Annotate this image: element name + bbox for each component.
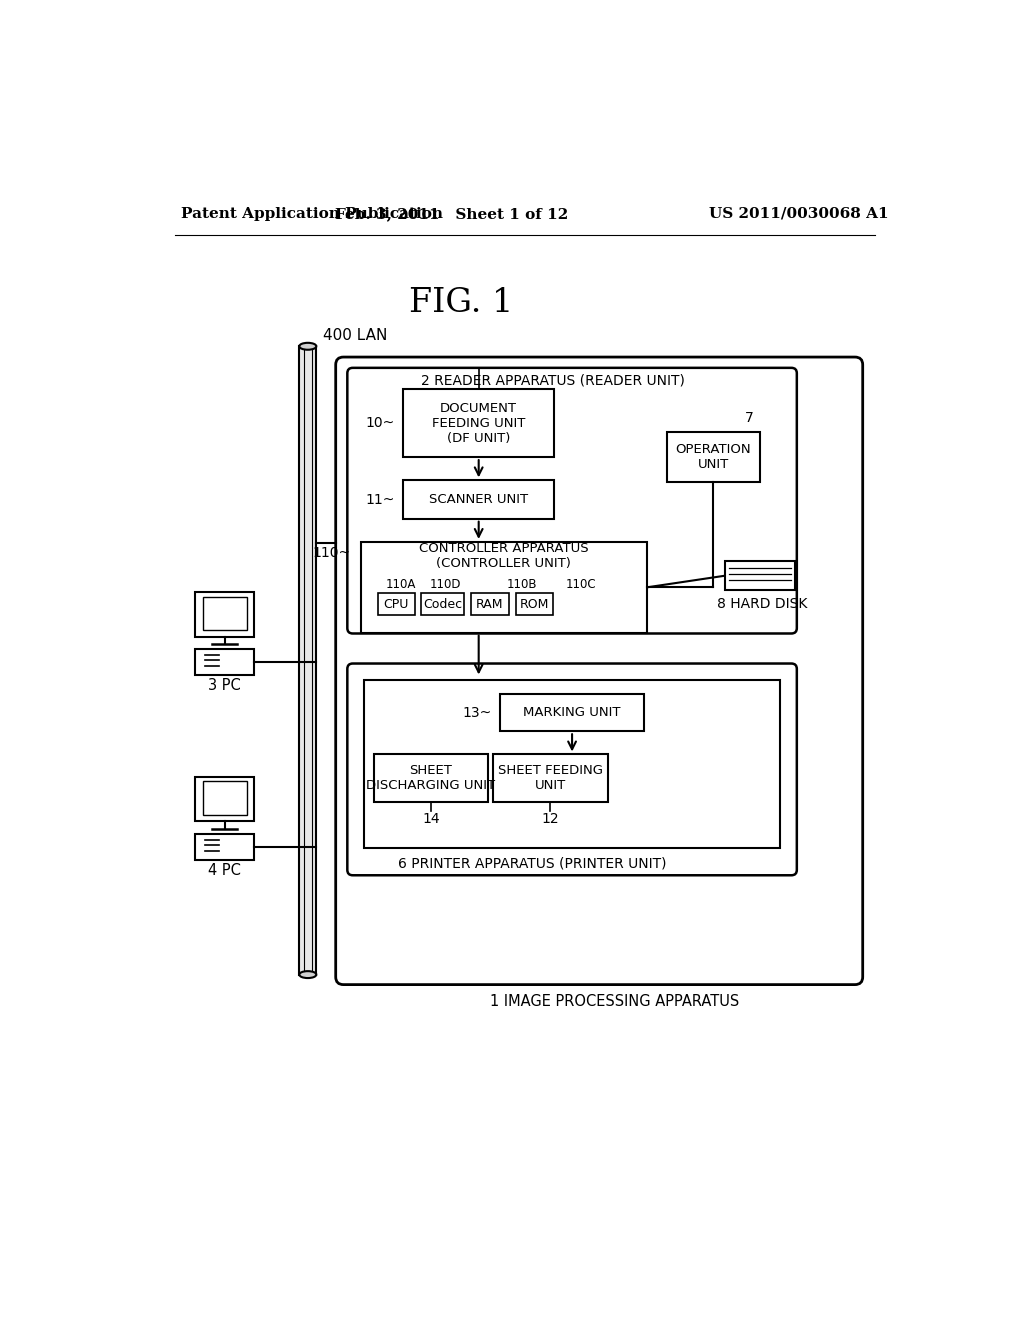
Text: 4 PC: 4 PC — [209, 863, 242, 878]
Bar — [203, 781, 247, 816]
Text: 1 IMAGE PROCESSING APPARATUS: 1 IMAGE PROCESSING APPARATUS — [490, 994, 739, 1008]
Text: 110D: 110D — [430, 578, 462, 591]
FancyBboxPatch shape — [347, 368, 797, 634]
Bar — [196, 591, 254, 636]
Ellipse shape — [299, 972, 316, 978]
Bar — [471, 594, 509, 615]
Text: 14: 14 — [422, 812, 440, 826]
Text: ROM: ROM — [519, 598, 549, 611]
Bar — [378, 594, 415, 615]
Text: 110C: 110C — [566, 578, 597, 591]
Text: SHEET
DISCHARGING UNIT: SHEET DISCHARGING UNIT — [367, 764, 496, 792]
Ellipse shape — [299, 343, 316, 350]
Text: DOCUMENT
FEEDING UNIT
(DF UNIT): DOCUMENT FEEDING UNIT (DF UNIT) — [432, 401, 525, 445]
Text: 7: 7 — [744, 411, 754, 425]
Text: CPU: CPU — [383, 598, 409, 611]
Bar — [725, 561, 795, 590]
Bar — [360, 543, 647, 632]
Text: OPERATION
UNIT: OPERATION UNIT — [675, 442, 751, 471]
Text: 2 READER APPARATUS (READER UNIT): 2 READER APPARATUS (READER UNIT) — [421, 374, 685, 388]
Text: CONTROLLER APPARATUS
(CONTROLLER UNIT): CONTROLLER APPARATUS (CONTROLLER UNIT) — [419, 541, 589, 570]
Text: Codec: Codec — [423, 598, 462, 611]
Text: 3 PC: 3 PC — [209, 678, 242, 693]
Bar — [403, 480, 554, 519]
Bar — [515, 594, 553, 615]
Text: MARKING UNIT: MARKING UNIT — [523, 706, 621, 719]
Text: RAM: RAM — [476, 598, 504, 611]
Text: SCANNER UNIT: SCANNER UNIT — [429, 492, 528, 506]
Text: 11~: 11~ — [366, 492, 394, 507]
Text: 110A: 110A — [386, 578, 416, 591]
Bar — [667, 432, 760, 482]
Text: Feb. 3, 2011   Sheet 1 of 12: Feb. 3, 2011 Sheet 1 of 12 — [335, 207, 568, 220]
Text: SHEET FEEDING
UNIT: SHEET FEEDING UNIT — [498, 764, 603, 792]
Bar — [203, 597, 247, 631]
Bar — [196, 834, 254, 859]
Bar — [374, 755, 488, 803]
Bar — [421, 594, 464, 615]
Text: Patent Application Publication: Patent Application Publication — [180, 207, 442, 220]
Text: US 2011/0030068 A1: US 2011/0030068 A1 — [710, 207, 889, 220]
Text: 8 HARD DISK: 8 HARD DISK — [717, 597, 807, 611]
Text: 13~: 13~ — [463, 706, 492, 719]
Bar — [365, 681, 779, 847]
Bar — [493, 755, 607, 803]
Bar — [196, 649, 254, 675]
Text: FIG. 1: FIG. 1 — [410, 288, 513, 319]
FancyBboxPatch shape — [336, 358, 862, 985]
Bar — [196, 776, 254, 821]
Text: 12: 12 — [542, 812, 559, 826]
Text: 110~: 110~ — [312, 545, 350, 560]
Text: 6 PRINTER APPARATUS (PRINTER UNIT): 6 PRINTER APPARATUS (PRINTER UNIT) — [397, 857, 667, 871]
FancyBboxPatch shape — [347, 664, 797, 875]
Text: 400 LAN: 400 LAN — [324, 327, 388, 343]
Text: 10~: 10~ — [366, 416, 394, 430]
Bar — [403, 389, 554, 457]
Bar — [501, 694, 644, 731]
Bar — [299, 346, 316, 974]
Text: 110B: 110B — [507, 578, 537, 591]
